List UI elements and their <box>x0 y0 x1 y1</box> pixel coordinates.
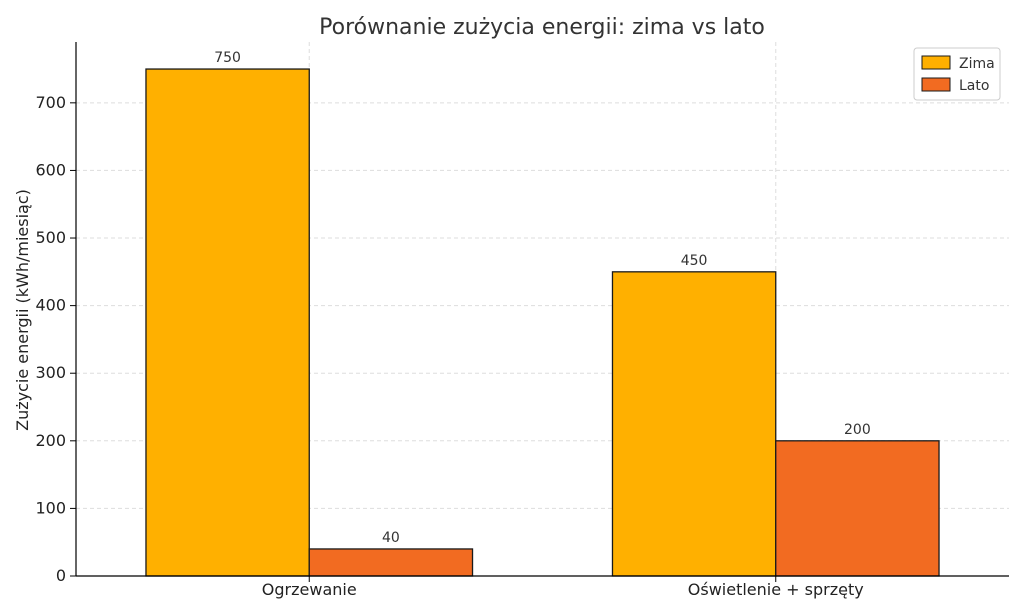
y-tick-label: 100 <box>35 498 66 517</box>
y-tick-label: 600 <box>35 160 66 179</box>
y-tick-label: 500 <box>35 228 66 247</box>
bar-zima <box>611 271 777 577</box>
x-tick-label: Ogrzewanie <box>262 580 357 599</box>
legend-label-lato: Lato <box>959 78 989 94</box>
legend-label-zima: Zima <box>959 56 995 72</box>
x-tick-label: Oświetlenie + sprzęty <box>688 580 864 599</box>
y-tick-label: 200 <box>35 431 66 450</box>
bar-value-label: 200 <box>844 422 871 438</box>
axes <box>70 42 1009 582</box>
chart-title: Porównanie zużycia energii: zima vs lato <box>319 15 765 40</box>
legend: Zima Lato <box>913 47 1001 101</box>
bar-value-label: 40 <box>382 530 400 546</box>
bar-value-label: 750 <box>214 50 241 66</box>
y-tick-label: 700 <box>35 93 66 112</box>
y-axis-label: Zużycie energii (kWh/miesiąc) <box>13 189 32 431</box>
bars <box>145 68 940 577</box>
y-tick-label: 400 <box>35 296 66 315</box>
y-tick-label: 300 <box>35 363 66 382</box>
legend-swatch-zima <box>921 55 951 70</box>
tick-labels: 0 100 200 300 400 500 600 700 Ogrzewanie Oświetle… <box>35 93 863 599</box>
bar-lato <box>308 548 474 577</box>
y-tick-label: 0 <box>56 566 66 585</box>
bar-lato <box>775 440 940 577</box>
bar-zima <box>145 68 310 577</box>
data-labels: 750 450 40 200 <box>214 50 871 546</box>
bar-value-label: 450 <box>681 253 708 269</box>
legend-swatch-lato <box>921 77 951 92</box>
